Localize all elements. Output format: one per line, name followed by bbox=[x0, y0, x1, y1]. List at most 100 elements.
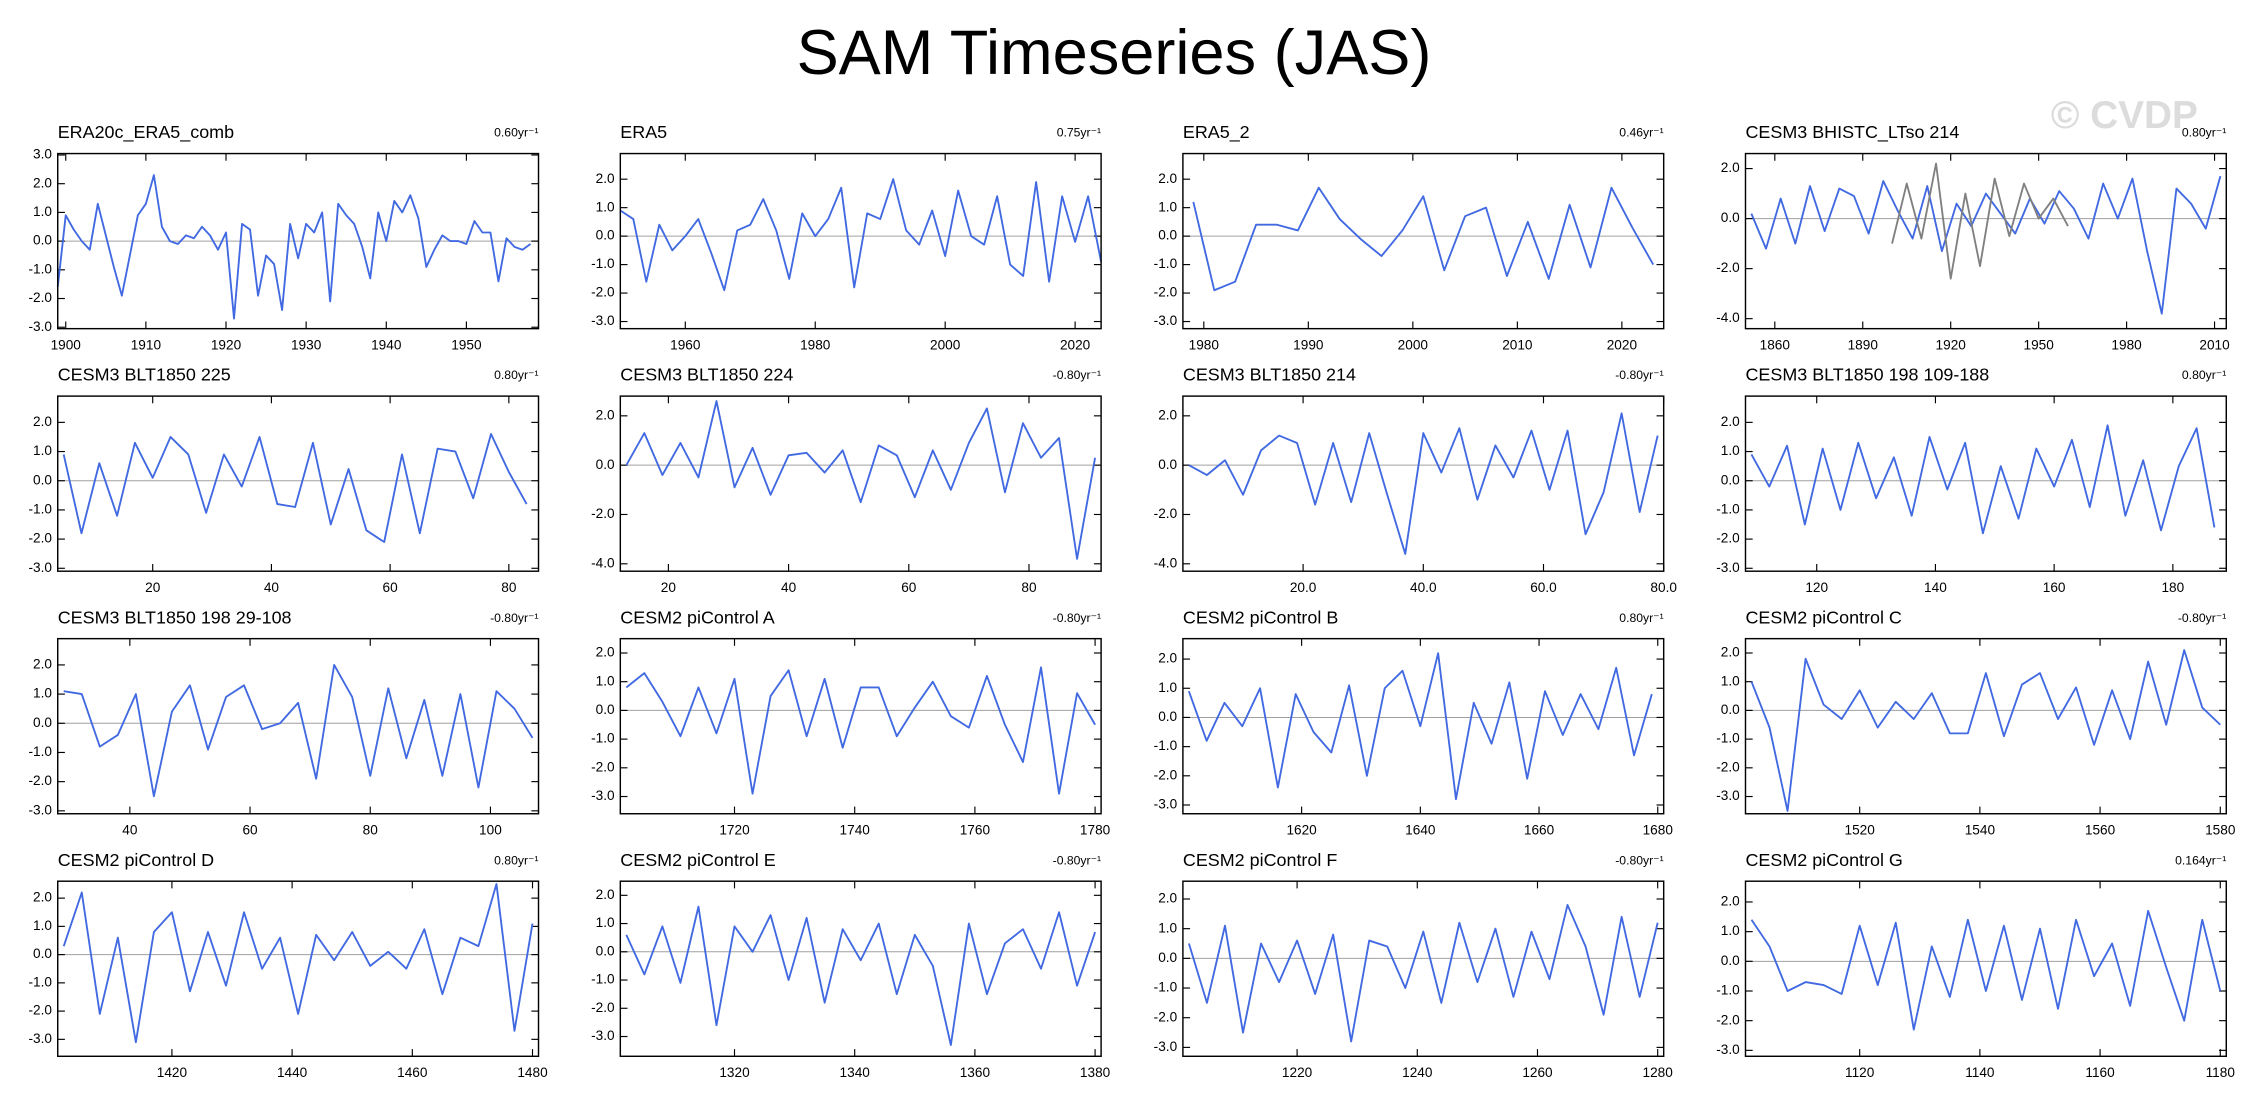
y-tick-label: 0.0 bbox=[596, 228, 615, 243]
x-tick-label: 1420 bbox=[157, 1065, 188, 1080]
x-tick-label: 2010 bbox=[2199, 337, 2230, 352]
y-tick-label: -3.0 bbox=[591, 788, 615, 803]
y-tick-label: 2.0 bbox=[33, 890, 52, 905]
series-line bbox=[1750, 909, 2222, 1031]
y-tick-label: 0.0 bbox=[1158, 950, 1177, 965]
x-tick-label: 1320 bbox=[719, 1065, 750, 1080]
x-tick-label: 1620 bbox=[1286, 823, 1317, 838]
series-line bbox=[1750, 424, 2216, 535]
y-tick-label: 2.0 bbox=[33, 414, 52, 429]
y-tick-label: 2.0 bbox=[1158, 891, 1177, 906]
trend-label: -0.80yr⁻¹ bbox=[1615, 368, 1663, 382]
plot-frame bbox=[619, 152, 1102, 330]
y-tick-label: -1.0 bbox=[29, 502, 53, 517]
y-tick-label: 2.0 bbox=[1158, 171, 1177, 186]
x-tick-label: 1910 bbox=[131, 337, 162, 352]
y-tick-label: 0.0 bbox=[1158, 709, 1177, 724]
x-tick-label: 80 bbox=[363, 823, 379, 838]
panel-title: CESM3 BLT1850 225 bbox=[58, 365, 231, 385]
x-tick-label: 1520 bbox=[1845, 823, 1876, 838]
y-tick-label: 1.0 bbox=[1721, 923, 1740, 938]
x-tick-label: 60 bbox=[242, 823, 258, 838]
y-tick-label: -3.0 bbox=[29, 319, 53, 334]
y-tick-label: -3.0 bbox=[29, 1031, 53, 1046]
x-tick-label: 1240 bbox=[1402, 1065, 1433, 1080]
y-tick-label: -2.0 bbox=[591, 506, 615, 521]
x-tick-label: 1960 bbox=[670, 337, 701, 352]
y-tick-label: 2.0 bbox=[596, 645, 615, 660]
plot-frame bbox=[1182, 395, 1665, 572]
y-tick-label: -1.0 bbox=[591, 972, 615, 987]
y-tick-label: 2.0 bbox=[596, 887, 615, 902]
series-line bbox=[1192, 186, 1655, 292]
x-tick-label: 60 bbox=[383, 580, 399, 595]
y-tick-label: -2.0 bbox=[1716, 1012, 1740, 1027]
y-tick-label: 0.0 bbox=[1721, 702, 1740, 717]
trend-label: -0.80yr⁻¹ bbox=[2178, 611, 2226, 625]
y-tick-label: 1.0 bbox=[1721, 443, 1740, 458]
panel: CESM3 BLT1850 224 -0.80yr⁻¹ 2.0 0.0 -2.0 -4.0… bbox=[591, 365, 1102, 595]
y-tick-label: -1.0 bbox=[1716, 731, 1740, 746]
plot-frame bbox=[57, 880, 540, 1058]
series-line bbox=[62, 433, 528, 543]
x-tick-label: 100 bbox=[479, 823, 502, 838]
y-tick-label: 2.0 bbox=[1721, 160, 1740, 175]
x-tick-label: 1890 bbox=[1848, 337, 1879, 352]
panel-title: CESM3 BLT1850 224 bbox=[620, 365, 793, 385]
x-tick-label: 1680 bbox=[1643, 823, 1674, 838]
trend-label: -0.80yr⁻¹ bbox=[1053, 611, 1101, 625]
trend-label: 0.75yr⁻¹ bbox=[1057, 126, 1101, 140]
x-tick-label: 1740 bbox=[840, 823, 871, 838]
y-tick-label: -2.0 bbox=[591, 759, 615, 774]
panel: CESM3 BHISTC_LTso 214 0.80yr⁻¹ 2.0 0.0 -2.0 -… bbox=[1716, 122, 2230, 352]
y-tick-label: -2.0 bbox=[29, 531, 53, 546]
y-tick-label: 2.0 bbox=[1158, 651, 1177, 666]
series-line bbox=[63, 663, 534, 798]
plot-frame bbox=[1744, 880, 2227, 1058]
panel-title: CESM2 piControl E bbox=[620, 850, 775, 870]
x-tick-label: 40.0 bbox=[1410, 580, 1437, 595]
series-line bbox=[62, 883, 534, 1044]
y-tick-label: 0.0 bbox=[1721, 953, 1740, 968]
x-tick-label: 1920 bbox=[1936, 337, 1967, 352]
y-tick-label: 0.0 bbox=[33, 715, 52, 730]
y-tick-label: 1.0 bbox=[33, 204, 52, 219]
panel: CESM3 BLT1850 214 -0.80yr⁻¹ 2.0 0.0 -2.0 -4.0… bbox=[1154, 365, 1678, 595]
panel: CESM2 piControl G 0.164yr⁻¹ 2.0 1.0 0.0 -1.0 -… bbox=[1716, 850, 2235, 1080]
y-tick-label: 0.0 bbox=[596, 457, 615, 472]
series-line bbox=[1187, 652, 1653, 801]
y-tick-label: -1.0 bbox=[29, 261, 53, 276]
x-tick-label: 1920 bbox=[211, 337, 242, 352]
y-tick-label: 2.0 bbox=[1721, 894, 1740, 909]
y-tick-label: 2.0 bbox=[33, 175, 52, 190]
y-tick-label: 1.0 bbox=[33, 686, 52, 701]
trend-label: 0.46yr⁻¹ bbox=[1619, 126, 1663, 140]
x-tick-label: 1460 bbox=[397, 1065, 428, 1080]
plot-frame bbox=[57, 395, 540, 572]
x-tick-label: 1140 bbox=[1965, 1065, 1995, 1080]
y-tick-label: 2.0 bbox=[596, 171, 615, 186]
x-tick-label: 2020 bbox=[1060, 337, 1091, 352]
plot-frame bbox=[57, 152, 540, 330]
x-tick-label: 1950 bbox=[2023, 337, 2054, 352]
y-tick-label: -1.0 bbox=[1716, 502, 1740, 517]
x-tick-label: 1780 bbox=[1080, 823, 1111, 838]
plot-frame bbox=[1182, 637, 1665, 815]
y-tick-label: -3.0 bbox=[29, 560, 53, 575]
x-tick-label: 2010 bbox=[1502, 337, 1533, 352]
y-tick-label: -1.0 bbox=[29, 974, 53, 989]
panel: CESM3 BLT1850 198 109-188 0.80yr⁻¹ 2.0 1.0 0… bbox=[1716, 365, 2227, 595]
y-tick-label: -1.0 bbox=[29, 744, 53, 759]
y-tick-label: 1.0 bbox=[1158, 920, 1177, 935]
y-tick-label: 1.0 bbox=[1721, 673, 1740, 688]
x-tick-label: 1160 bbox=[2085, 1065, 2115, 1080]
panel: CESM2 piControl A -0.80yr⁻¹ 2.0 1.0 0.0 -1.0 -… bbox=[591, 607, 1111, 837]
plot-frame bbox=[619, 637, 1102, 815]
x-tick-label: 1860 bbox=[1760, 337, 1791, 352]
x-tick-label: 160 bbox=[2043, 580, 2066, 595]
y-tick-label: 2.0 bbox=[596, 407, 615, 422]
panel-title: CESM3 BLT1850 198 29-108 bbox=[58, 607, 292, 627]
x-tick-label: 40 bbox=[122, 823, 138, 838]
plot-frame bbox=[619, 880, 1102, 1058]
